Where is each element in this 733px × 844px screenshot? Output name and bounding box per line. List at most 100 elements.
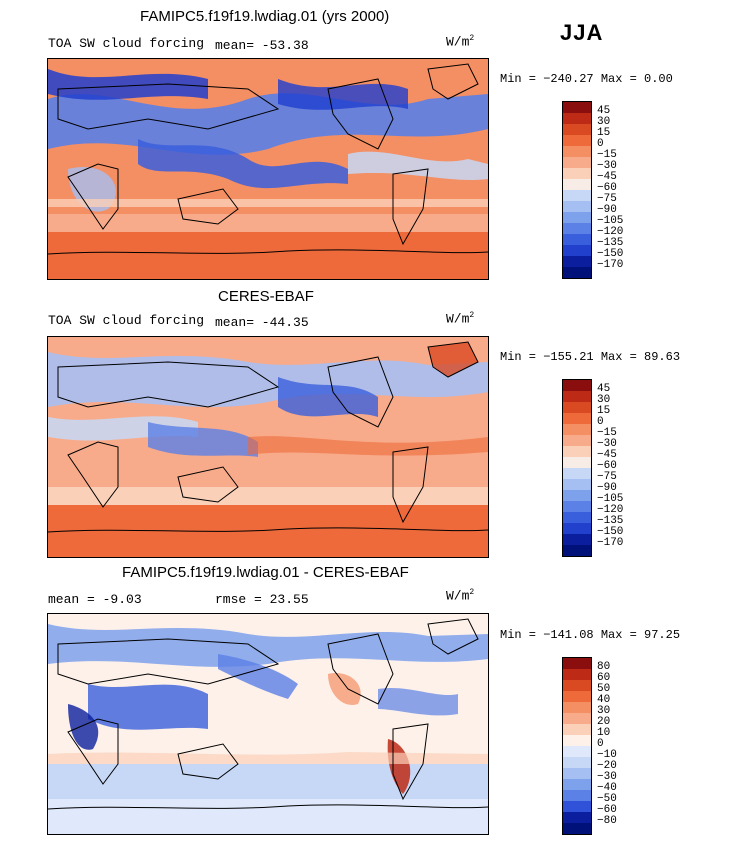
season-label: JJA bbox=[560, 20, 604, 45]
panel2-colorbar bbox=[562, 379, 592, 557]
colorbar-swatch bbox=[563, 735, 591, 746]
colorbar-tick-label: −30 bbox=[597, 160, 617, 172]
colorbar-tick-label: −30 bbox=[597, 438, 617, 450]
colorbar-swatch bbox=[563, 435, 591, 446]
colorbar-tick-label: −50 bbox=[597, 793, 617, 805]
colorbar-swatch bbox=[563, 779, 591, 790]
colorbar-tick-label: −15 bbox=[597, 149, 617, 161]
colorbar-swatch bbox=[563, 457, 591, 468]
colorbar-swatch bbox=[563, 212, 591, 223]
panel2-minmax: Min = −155.21 Max = 89.63 bbox=[500, 350, 681, 364]
colorbar-swatch bbox=[563, 534, 591, 545]
colorbar-tick-label: −75 bbox=[597, 471, 617, 483]
colorbar-swatch bbox=[563, 267, 591, 278]
colorbar-tick-label: 15 bbox=[597, 127, 611, 139]
colorbar-swatch bbox=[563, 245, 591, 256]
colorbar-tick-label: −170 bbox=[597, 259, 624, 271]
colorbar-swatch bbox=[563, 146, 591, 157]
colorbar-swatch bbox=[563, 190, 591, 201]
colorbar-swatch bbox=[563, 702, 591, 713]
panel3-rmse: rmse = 23.55 bbox=[215, 592, 309, 607]
colorbar-tick-label: −75 bbox=[597, 193, 617, 205]
colorbar-tick-label: 30 bbox=[597, 116, 611, 128]
colorbar-tick-label: 40 bbox=[597, 694, 611, 706]
colorbar-tick-label: 0 bbox=[597, 138, 604, 150]
panel3-map bbox=[47, 613, 489, 835]
colorbar-swatch bbox=[563, 823, 591, 834]
panel1-field-label: TOA SW cloud forcing bbox=[48, 36, 205, 51]
panel3-minmax: Min = −141.08 Max = 97.25 bbox=[500, 628, 681, 642]
panel2-units: W/m2 bbox=[446, 311, 475, 327]
colorbar-swatch bbox=[563, 179, 591, 190]
panel3-mean: mean = -9.03 bbox=[48, 592, 142, 607]
colorbar-tick-label: 30 bbox=[597, 705, 611, 717]
colorbar-tick-label: −80 bbox=[597, 815, 617, 827]
colorbar-tick-label: −15 bbox=[597, 427, 617, 439]
colorbar-tick-label: −135 bbox=[597, 515, 624, 527]
colorbar-swatch bbox=[563, 680, 591, 691]
colorbar-tick-label: −60 bbox=[597, 182, 617, 194]
panel2-map bbox=[47, 336, 489, 558]
colorbar-swatch bbox=[563, 234, 591, 245]
colorbar-tick-label: −60 bbox=[597, 460, 617, 472]
colorbar-swatch bbox=[563, 746, 591, 757]
colorbar-tick-label: 20 bbox=[597, 716, 611, 728]
panel1-minmax: Min = −240.27 Max = 0.00 bbox=[500, 72, 673, 86]
panel1-units: W/m2 bbox=[446, 34, 475, 50]
colorbar-swatch bbox=[563, 446, 591, 457]
colorbar-swatch bbox=[563, 479, 591, 490]
panel2-mean: mean= -44.35 bbox=[215, 315, 309, 330]
panel3-map-svg bbox=[48, 614, 488, 834]
colorbar-swatch bbox=[563, 490, 591, 501]
colorbar-tick-label: −90 bbox=[597, 204, 617, 216]
colorbar-swatch bbox=[563, 157, 591, 168]
colorbar-tick-label: −10 bbox=[597, 749, 617, 761]
colorbar-tick-label: −45 bbox=[597, 171, 617, 183]
colorbar-tick-label: −105 bbox=[597, 215, 624, 227]
colorbar-swatch bbox=[563, 801, 591, 812]
colorbar-tick-label: −90 bbox=[597, 482, 617, 494]
colorbar-swatch bbox=[563, 168, 591, 179]
colorbar-tick-label: 45 bbox=[597, 105, 611, 117]
colorbar-swatch bbox=[563, 380, 591, 391]
colorbar-tick-label: 0 bbox=[597, 416, 604, 428]
panel2-field-label: TOA SW cloud forcing bbox=[48, 313, 205, 328]
panel2-title: CERES-EBAF bbox=[218, 288, 314, 305]
panel1-title: FAMIPC5.f19f19.lwdiag.01 (yrs 2000) bbox=[140, 8, 390, 25]
panel1-map-svg bbox=[48, 59, 488, 279]
colorbar-tick-label: 50 bbox=[597, 683, 611, 695]
colorbar-swatch bbox=[563, 113, 591, 124]
colorbar-swatch bbox=[563, 135, 591, 146]
colorbar-swatch bbox=[563, 790, 591, 801]
panel1-colorbar bbox=[562, 101, 592, 279]
colorbar-swatch bbox=[563, 512, 591, 523]
colorbar-tick-label: −40 bbox=[597, 782, 617, 794]
colorbar-tick-label: 60 bbox=[597, 672, 611, 684]
colorbar-swatch bbox=[563, 468, 591, 479]
colorbar-swatch bbox=[563, 124, 591, 135]
colorbar-swatch bbox=[563, 768, 591, 779]
colorbar-swatch bbox=[563, 413, 591, 424]
panel3-title: FAMIPC5.f19f19.lwdiag.01 - CERES-EBAF bbox=[122, 564, 409, 581]
colorbar-tick-label: −20 bbox=[597, 760, 617, 772]
colorbar-tick-label: −45 bbox=[597, 449, 617, 461]
colorbar-swatch bbox=[563, 391, 591, 402]
colorbar-swatch bbox=[563, 713, 591, 724]
panel1-mean: mean= -53.38 bbox=[215, 38, 309, 53]
colorbar-tick-label: 45 bbox=[597, 383, 611, 395]
colorbar-swatch bbox=[563, 669, 591, 680]
colorbar-swatch bbox=[563, 724, 591, 735]
colorbar-tick-label: −150 bbox=[597, 248, 624, 260]
colorbar-tick-label: 30 bbox=[597, 394, 611, 406]
panel2-map-svg bbox=[48, 337, 488, 557]
colorbar-tick-label: 15 bbox=[597, 405, 611, 417]
colorbar-tick-label: 10 bbox=[597, 727, 611, 739]
colorbar-swatch bbox=[563, 545, 591, 556]
colorbar-tick-label: −135 bbox=[597, 237, 624, 249]
colorbar-tick-label: 0 bbox=[597, 738, 604, 750]
colorbar-tick-label: −105 bbox=[597, 493, 624, 505]
colorbar-swatch bbox=[563, 501, 591, 512]
colorbar-swatch bbox=[563, 256, 591, 267]
colorbar-tick-label: −150 bbox=[597, 526, 624, 538]
colorbar-tick-label: −30 bbox=[597, 771, 617, 783]
